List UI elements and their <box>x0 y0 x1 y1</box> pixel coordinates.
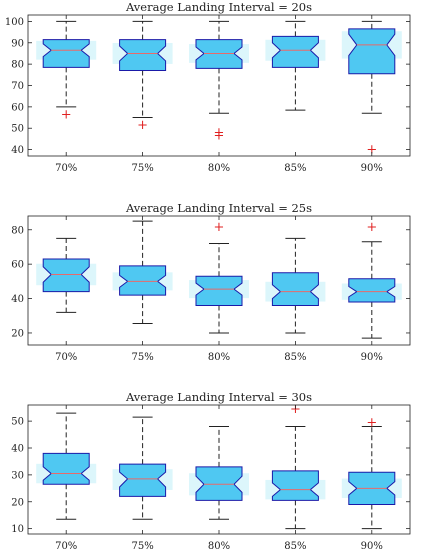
x-tick-label: 70% <box>55 163 77 174</box>
notched-box <box>195 466 243 501</box>
y-tick-label: 60 <box>11 102 24 113</box>
notched-box <box>119 39 167 72</box>
box-90pct: + <box>348 415 396 530</box>
y-tick-label: 100 <box>5 17 24 28</box>
notched-box <box>348 28 396 75</box>
box-85pct <box>271 237 319 334</box>
x-tick-label: 85% <box>284 541 306 550</box>
y-tick-label: 30 <box>11 470 24 481</box>
box-80pct <box>195 426 243 520</box>
x-tick-label: 75% <box>131 541 153 550</box>
notched-box <box>42 258 90 293</box>
x-tick-label: 80% <box>208 541 230 550</box>
x-tick-label: 75% <box>131 163 153 174</box>
notched-box <box>42 39 90 68</box>
box-90pct: + <box>348 220 396 339</box>
panel-3: Average Landing Interval = 30s++10203040… <box>11 390 411 550</box>
box-85pct <box>271 20 319 111</box>
notched-box <box>348 278 396 303</box>
y-tick-label: 20 <box>11 328 24 339</box>
box-80pct: + <box>195 220 243 334</box>
x-tick-label: 70% <box>55 352 77 363</box>
box-75pct <box>119 416 167 520</box>
y-tick-label: 50 <box>11 417 24 428</box>
notched-box <box>119 463 167 497</box>
box-70pct: + <box>42 20 90 122</box>
panel-1: Average Landing Interval = 20s++ +++40506… <box>5 0 411 174</box>
x-tick-label: 75% <box>131 352 153 363</box>
outlier-marker: + <box>366 143 377 158</box>
outlier-marker: + <box>290 402 301 417</box>
notched-box <box>271 35 319 68</box>
box-90pct: + <box>348 20 396 158</box>
y-tick-label: 70 <box>11 81 24 92</box>
y-tick-label: 80 <box>11 225 24 236</box>
x-tick-label: 90% <box>361 352 383 363</box>
box-75pct: + <box>119 20 167 133</box>
box-80pct: ++ <box>195 20 243 144</box>
chart-title: Average Landing Interval = 20s <box>125 0 312 14</box>
outlier-marker: + <box>61 107 72 122</box>
y-tick-label: 60 <box>11 260 24 271</box>
outlier-marker: + <box>366 220 377 235</box>
notched-box <box>271 272 319 306</box>
x-tick-label: 80% <box>208 352 230 363</box>
y-tick-label: 10 <box>11 524 24 535</box>
outlier-marker: + <box>214 220 225 235</box>
box-75pct <box>119 220 167 324</box>
outlier-marker: + <box>137 118 148 133</box>
notched-box <box>271 470 319 501</box>
chart-title: Average Landing Interval = 25s <box>125 201 312 215</box>
y-tick-label: 40 <box>11 294 24 305</box>
notched-box <box>195 39 243 69</box>
notched-box <box>42 452 90 485</box>
outlier-marker: + <box>214 129 225 144</box>
box-85pct: + <box>271 402 319 530</box>
y-tick-label: 20 <box>11 497 24 508</box>
x-tick-label: 85% <box>284 163 306 174</box>
box-70pct <box>42 237 90 313</box>
y-tick-label: 80 <box>11 60 24 71</box>
y-tick-label: 90 <box>11 38 24 49</box>
outlier-marker: + <box>366 415 377 430</box>
y-tick-label: 40 <box>11 444 24 455</box>
chart-title: Average Landing Interval = 30s <box>125 390 312 404</box>
panel-2: Average Landing Interval = 25s + +20 40 60 80… <box>11 201 411 363</box>
y-tick-label: 50 <box>11 124 24 135</box>
notched-box <box>195 275 243 306</box>
x-tick-label: 70% <box>55 541 77 550</box>
outlier-marker: + <box>214 126 225 141</box>
x-tick-label: 85% <box>284 352 306 363</box>
x-tick-label: 80% <box>208 163 230 174</box>
box-70pct <box>42 412 90 520</box>
x-tick-label: 90% <box>361 163 383 174</box>
notched-box <box>119 265 167 296</box>
x-tick-label: 90% <box>361 541 383 550</box>
y-tick-label: 40 <box>11 145 24 156</box>
